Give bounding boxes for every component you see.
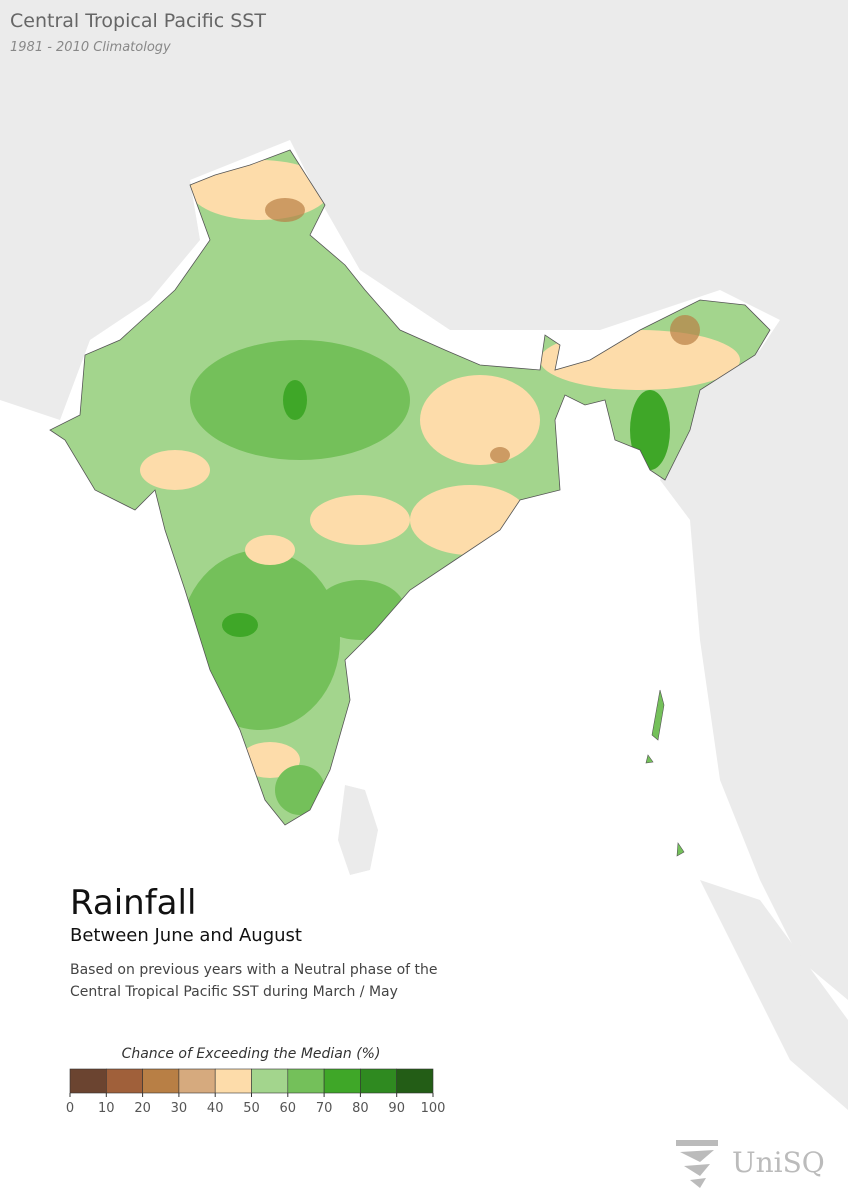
legend-swatch	[178, 1068, 216, 1094]
legend-tick-label: 70	[316, 1101, 333, 1116]
logo: UniSQ	[676, 1140, 825, 1188]
panel-subheading: Between June and August	[70, 925, 302, 946]
panel-description: Central Tropical Pacific SST during Marc…	[70, 984, 398, 1000]
legend-tick-label: 10	[98, 1101, 115, 1116]
panel-heading: Rainfall	[70, 883, 196, 923]
map-subtitle: 1981 - 2010 Climatology	[10, 40, 171, 55]
surrounding-land	[0, 0, 848, 1110]
legend-tick-label: 40	[207, 1101, 224, 1116]
legend-title: Chance of Exceeding the Median (%)	[122, 1046, 381, 1062]
legend-tick-label: 30	[171, 1101, 188, 1116]
legend-swatch	[142, 1068, 180, 1094]
legend-tick-label: 20	[134, 1101, 151, 1116]
legend-tick-label: 50	[243, 1101, 260, 1116]
legend: 0 10 20 30 40 50 60 70 80 90 100	[66, 1068, 446, 1116]
legend-tick-label: 60	[280, 1101, 297, 1116]
legend-swatch	[287, 1068, 325, 1094]
sri-lanka	[338, 785, 378, 875]
india-rainfall	[49, 149, 771, 857]
panel-description: Based on previous years with a Neutral p…	[70, 962, 438, 978]
legend-tick-label: 100	[421, 1101, 446, 1116]
logo-text: UniSQ	[732, 1146, 825, 1179]
legend-tick-label: 90	[388, 1101, 405, 1116]
islands	[645, 689, 685, 857]
legend-tick-label: 80	[352, 1101, 369, 1116]
legend-swatch	[214, 1068, 252, 1094]
legend-swatch	[396, 1068, 434, 1094]
legend-swatch	[360, 1068, 397, 1094]
legend-swatch	[323, 1068, 361, 1094]
legend-swatch	[106, 1068, 143, 1094]
legend-swatch	[69, 1068, 107, 1094]
map-title: Central Tropical Pacific SST	[10, 10, 266, 32]
legend-tick-label: 0	[66, 1101, 74, 1116]
legend-swatch	[251, 1068, 289, 1094]
